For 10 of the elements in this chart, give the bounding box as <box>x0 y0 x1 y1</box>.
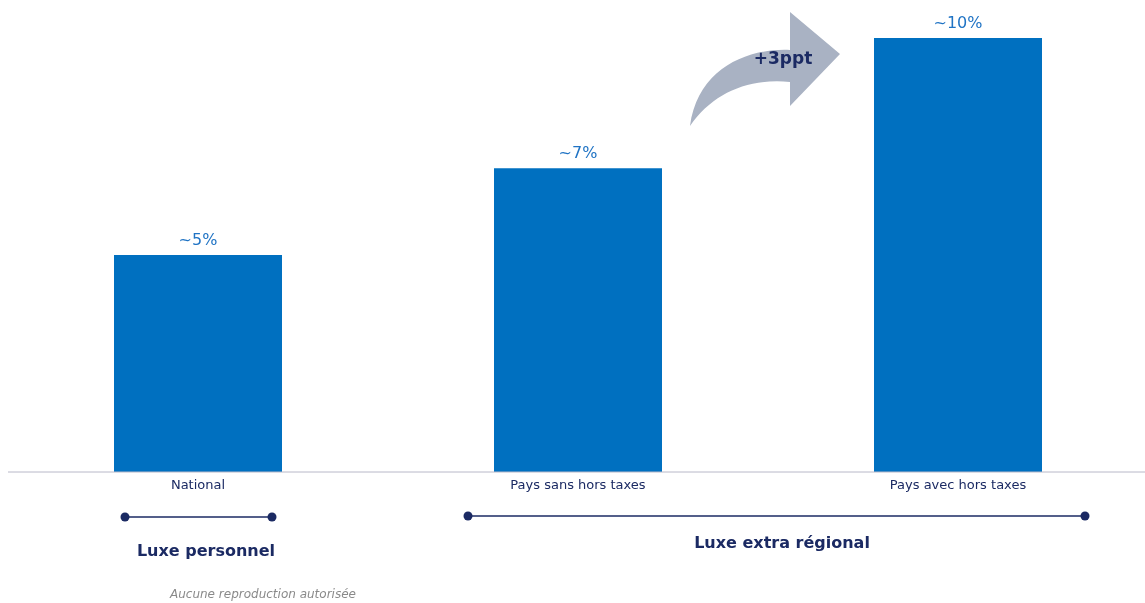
data-label: ~5% <box>178 230 218 249</box>
x-tick-label: Pays sans hors taxes <box>510 477 646 493</box>
annotation: +3ppt <box>753 48 813 68</box>
x-tick-label: Pays avec hors taxes <box>889 477 1027 493</box>
x-tick-label: National <box>170 477 226 493</box>
text: Aucune reproduction autorisée <box>169 587 356 601</box>
text: Luxe extra régional <box>694 533 870 552</box>
text: Luxe personnel <box>136 541 276 560</box>
data-label: ~7% <box>558 143 598 163</box>
data-label: ~10% <box>933 13 983 32</box>
